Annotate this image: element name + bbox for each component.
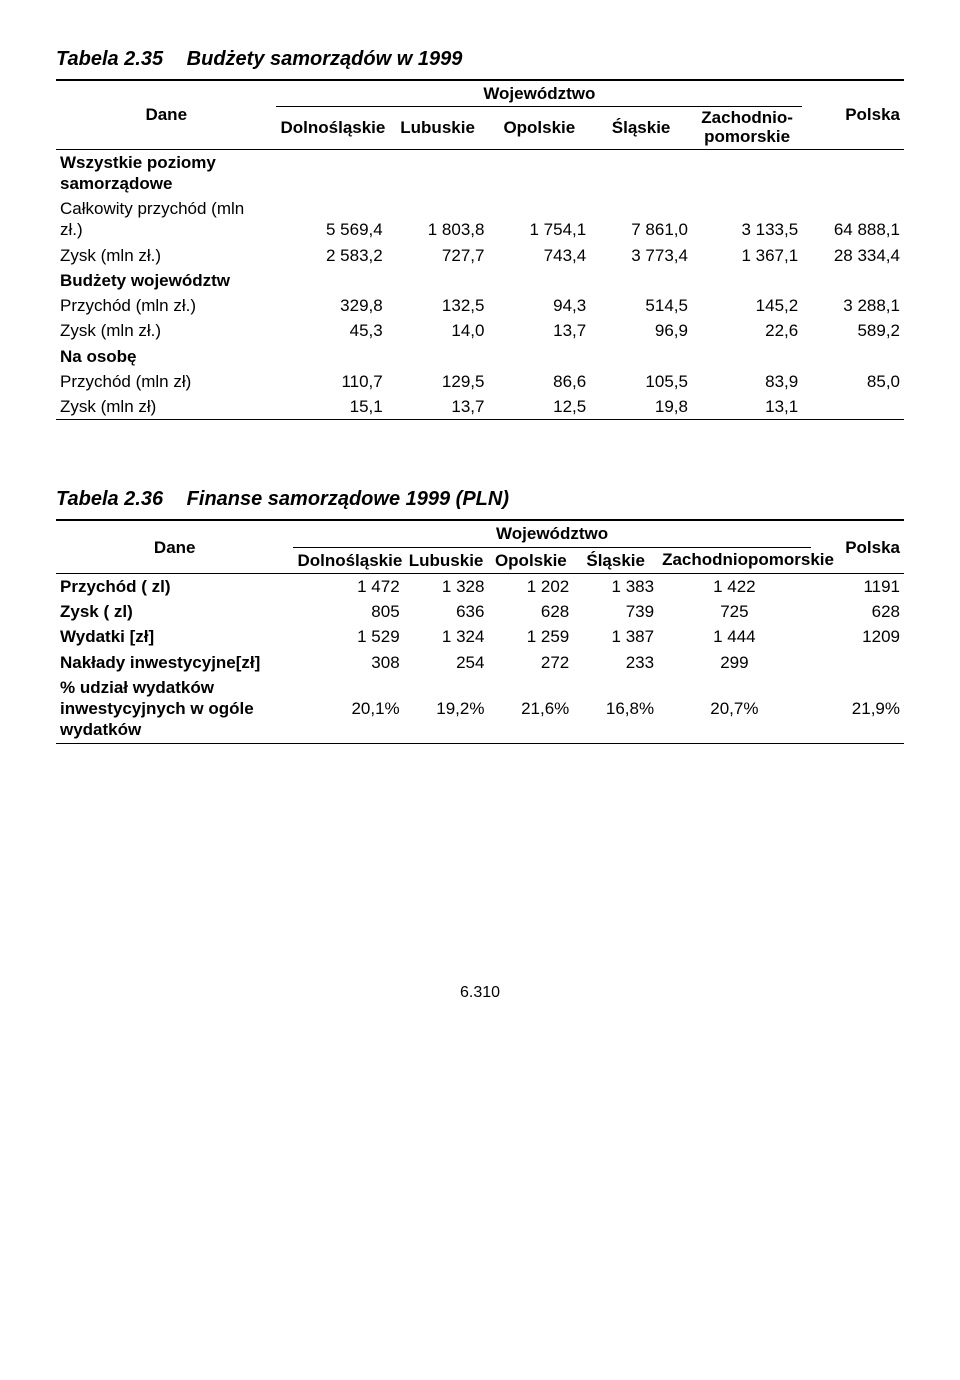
table2: Dane Województwo Polska Dolnośląskie Lub… [56,519,904,743]
t2-col3: Śląskie [573,547,658,573]
table-row: Wydatki [zł] 1 529 1 324 1 259 1 387 1 4… [56,624,904,649]
t1-dane-head: Dane [56,80,276,149]
table-row: Przychód (mln zł.) 329,8 132,5 94,3 514,… [56,293,904,318]
table-row: Nakłady inwestycyjne[zł] 308 254 272 233… [56,650,904,675]
t1-col0: Dolnośląskie [276,107,386,149]
t2-col1: Lubuskie [404,547,489,573]
table-row: Zysk ( zl) 805 636 628 739 725 628 [56,599,904,624]
table1: Dane Województwo Polska Dolnośląskie Lub… [56,79,904,420]
table-row: Całkowity przychód (mln zł.) 5 569,4 1 8… [56,196,904,243]
t1-group3-label: Na osobę [56,344,904,369]
table1-title-num: Tabela 2.35 [56,48,163,70]
t2-col0: Dolnośląskie [293,547,403,573]
table1-title-text: Budżety samorządów w 1999 [187,48,463,70]
table2-title-text: Finanse samorządowe 1999 (PLN) [187,488,509,510]
table-row: Zysk (mln zł.) 45,3 14,0 13,7 96,9 22,6 … [56,318,904,343]
table-row: Przychód (mln zł) 110,7 129,5 86,6 105,5… [56,369,904,394]
table-row: Zysk (mln zł.) 2 583,2 727,7 743,4 3 773… [56,243,904,268]
t1-woj-head: Województwo [276,80,802,107]
t1-col4: Zachodnio-pomorskie [692,107,802,149]
t2-dane-head: Dane [56,520,293,573]
t1-group1-label: Wszystkie poziomy samorządowe [56,149,904,196]
t1-group2-label: Budżety województw [56,268,904,293]
page-footer: 6.310 [56,984,904,1002]
table-row: Przychód ( zl) 1 472 1 328 1 202 1 383 1… [56,573,904,599]
t1-col1: Lubuskie [387,107,489,149]
t2-woj-head: Województwo [293,520,810,547]
t1-col2: Opolskie [488,107,590,149]
table1-title: Tabela 2.35 Budżety samorządów w 1999 [56,48,904,71]
t2-col2: Opolskie [488,547,573,573]
table2-title-num: Tabela 2.36 [56,488,163,510]
table-row: Zysk (mln zł) 15,1 13,7 12,5 19,8 13,1 [56,394,904,420]
t1-col3: Śląskie [590,107,692,149]
table-row: % udział wydatków inwestycyjnych w ogóle… [56,675,904,743]
table2-title: Tabela 2.36 Finanse samorządowe 1999 (PL… [56,488,904,511]
t1-col-polska: Polska [802,80,904,149]
t2-col4: Zachodniopomorskie [658,547,811,573]
